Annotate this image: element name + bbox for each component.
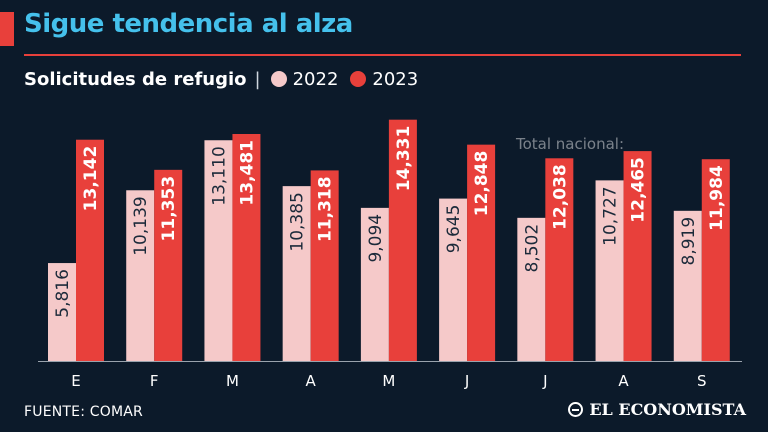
bar-2022 xyxy=(439,198,468,361)
x-tick-label: J xyxy=(542,372,547,390)
legend-dot-2023-icon xyxy=(350,71,367,87)
data-label-2023: 12,038 xyxy=(550,164,570,230)
economista-logo-icon xyxy=(568,402,584,417)
legend-label-2023: 2023 xyxy=(372,68,419,90)
legend-label-2022: 2022 xyxy=(292,68,339,90)
x-tick-label: M xyxy=(226,372,239,390)
title-divider xyxy=(24,54,741,56)
data-label-2022: 10,139 xyxy=(131,196,151,255)
bar-2022 xyxy=(673,210,702,361)
data-label-2022: 13,110 xyxy=(209,146,229,205)
bar-2022 xyxy=(204,140,233,361)
bar-2023 xyxy=(76,139,104,361)
bar-2022 xyxy=(48,263,76,361)
legend: Solicitudes de refugio | 2022 2023 xyxy=(24,64,430,94)
bar-2023 xyxy=(388,119,417,361)
chart-subtitle: Solicitudes de refugio xyxy=(24,68,247,90)
publisher-name: EL ECONOMISTA xyxy=(589,400,746,419)
x-tick-label: A xyxy=(618,372,629,390)
bar-2023 xyxy=(467,144,496,361)
bar-2022 xyxy=(126,190,155,361)
bar-2022 xyxy=(282,186,311,361)
data-label-2022: 5,816 xyxy=(53,269,73,318)
legend-item-2022: 2022 xyxy=(270,68,339,90)
data-label-2023: 12,848 xyxy=(472,151,492,217)
data-label-2023: 11,984 xyxy=(707,165,727,231)
data-label-2023: 13,481 xyxy=(237,140,257,206)
source-note: FUENTE: COMAR xyxy=(24,404,143,420)
data-label-2023: 12,465 xyxy=(629,157,649,223)
bar-2023 xyxy=(232,133,261,361)
bar-2023 xyxy=(701,159,730,361)
bar-2023 xyxy=(310,170,339,361)
x-tick-label: J xyxy=(464,372,469,390)
publisher-logo: EL ECONOMISTA xyxy=(568,400,746,419)
data-label-2023: 11,353 xyxy=(159,176,179,242)
chart-title: Sigue tendencia al alza xyxy=(24,9,353,39)
data-label-2023: 13,142 xyxy=(81,146,101,212)
subtitle-separator: | xyxy=(254,68,261,90)
x-tick-label: E xyxy=(71,372,80,390)
bar-2023 xyxy=(154,169,183,361)
bar-2023 xyxy=(623,151,652,361)
accent-bar xyxy=(0,12,14,46)
data-label-2022: 8,502 xyxy=(522,224,542,273)
data-label-2022: 8,919 xyxy=(679,217,699,266)
data-label-2022: 10,727 xyxy=(601,186,621,245)
x-tick-label: F xyxy=(150,372,159,390)
data-label-2023: 11,318 xyxy=(316,176,336,242)
data-label-2022: 9,645 xyxy=(444,205,464,254)
x-tick-label: S xyxy=(697,372,707,390)
bar-2023 xyxy=(545,158,574,361)
data-label-2022: 9,094 xyxy=(366,214,386,263)
x-tick-label: A xyxy=(306,372,317,390)
legend-dot-2022-icon xyxy=(270,71,287,87)
annotation-total-nacional: Total nacional: xyxy=(515,135,624,153)
bar-chart: Total nacional: 5,816 13,142 E 10,139 11,353 F… xyxy=(38,119,742,390)
data-label-2022: 10,385 xyxy=(288,192,308,251)
x-tick-label: M xyxy=(382,372,395,390)
legend-item-2023: 2023 xyxy=(350,69,418,90)
bar-2022 xyxy=(360,207,389,361)
bar-2022 xyxy=(595,180,624,361)
bar-2022 xyxy=(517,217,546,361)
data-label-2023: 14,331 xyxy=(394,126,414,192)
